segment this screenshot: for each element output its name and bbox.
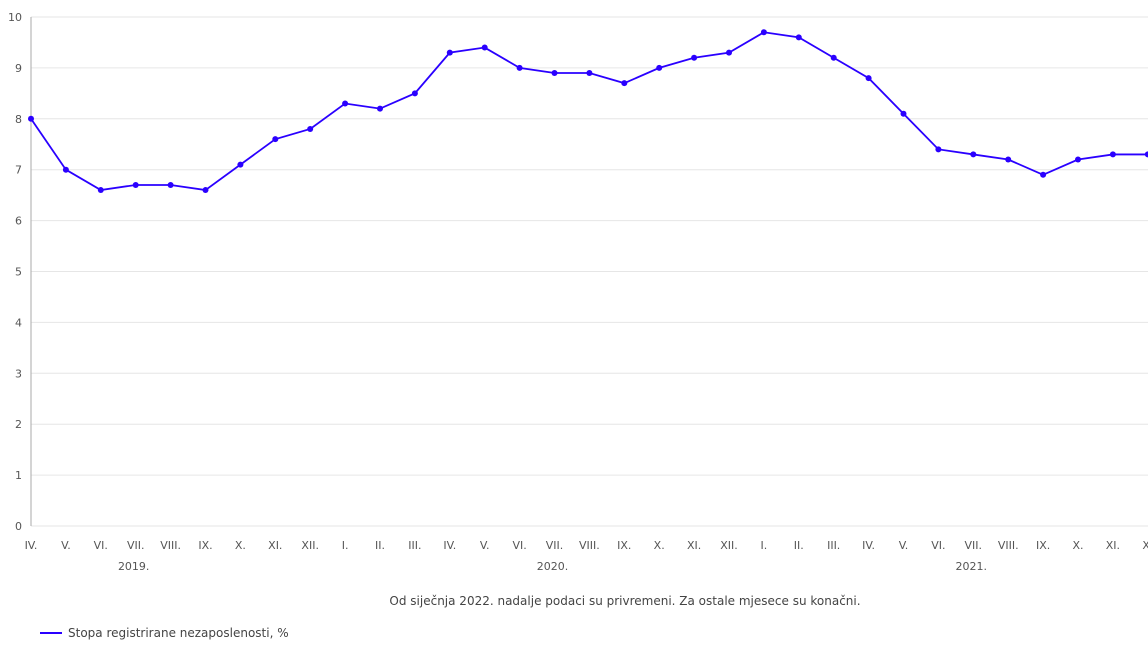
data-point [132,181,139,188]
y-tick-label: 2 [15,418,22,431]
data-point [481,44,488,51]
x-tick-label: VIII. [579,539,600,552]
data-point [656,64,663,71]
x-tick-label: IV. [443,539,456,552]
x-tick-label: VII. [546,539,564,552]
data-point [1109,151,1116,158]
x-tick-label: I. [761,539,768,552]
series-line [30,31,1148,192]
x-tick-label: VIII. [160,539,181,552]
y-tick-label: 9 [15,62,22,75]
data-point [551,69,558,76]
data-point [411,90,418,97]
data-point [446,49,453,56]
data-point [97,187,104,194]
x-tick-label: XI. [1106,539,1120,552]
data-point [795,34,802,41]
data-point [830,54,837,61]
y-tick-label: 4 [15,316,22,329]
x-tick-label: XI [1142,539,1148,552]
data-point [516,64,523,71]
x-tick-label: VII. [965,539,983,552]
data-point [900,110,907,117]
y-tick-label: 6 [15,215,22,228]
x-tick-label: X. [235,539,246,552]
x-tick-label: VI. [931,539,945,552]
data-point [272,136,279,143]
data-point [342,100,349,107]
x-tick-label: I. [342,539,349,552]
x-tick-label: VII. [127,539,145,552]
x-tick-label: IX. [198,539,212,552]
x-tick-label: XII. [301,539,319,552]
y-tick-label: 1 [15,469,22,482]
x-year-label: 2020. [537,560,569,573]
x-tick-label: VI. [94,539,108,552]
y-tick-label: 8 [15,113,22,126]
data-point [202,187,209,194]
data-point [691,54,698,61]
data-point [28,115,34,122]
data-point [167,181,174,188]
x-tick-label: X. [654,539,665,552]
data-point [1005,156,1012,163]
x-year-label: 2021. [956,560,988,573]
data-point [377,105,383,112]
x-tick-label: II. [794,539,804,552]
data-point [1040,171,1047,178]
data-point [237,161,244,168]
legend-swatch [40,632,62,634]
data-point [621,80,628,87]
x-tick-label: VIII. [998,539,1019,552]
x-tick-label: III. [408,539,421,552]
x-tick-label: VI. [512,539,526,552]
data-point [726,49,732,56]
y-tick-label: 10 [8,11,22,24]
data-point [307,125,314,132]
data-point [1075,156,1081,163]
x-tick-label: V. [61,539,71,552]
x-tick-label: IX. [1036,539,1050,552]
data-point [62,166,69,173]
legend[interactable]: Stopa registrirane nezaposlenosti, % [40,626,289,640]
x-tick-label: II. [375,539,385,552]
chart-footnote: Od siječnja 2022. nadalje podaci su priv… [389,594,861,608]
x-tick-label: V. [899,539,909,552]
x-tick-label: XII. [720,539,738,552]
x-tick-label: V. [480,539,490,552]
y-tick-label: 5 [15,266,22,279]
x-tick-label: IV. [25,539,38,552]
data-point [865,75,872,82]
x-tick-label: IX. [617,539,631,552]
x-tick-label: IV. [862,539,875,552]
y-tick-label: 3 [15,367,22,380]
x-tick-label: XI. [687,539,701,552]
legend-label: Stopa registrirane nezaposlenosti, % [68,626,289,640]
data-point [760,29,767,36]
data-point [935,146,942,153]
x-tick-label: X. [1072,539,1083,552]
data-point [970,151,977,158]
data-point [1144,151,1148,158]
x-year-label: 2019. [118,560,150,573]
y-tick-label: 7 [15,164,22,177]
x-tick-label: III. [827,539,840,552]
y-tick-label: 0 [15,520,22,533]
x-tick-label: XI. [268,539,282,552]
data-point [586,69,593,76]
